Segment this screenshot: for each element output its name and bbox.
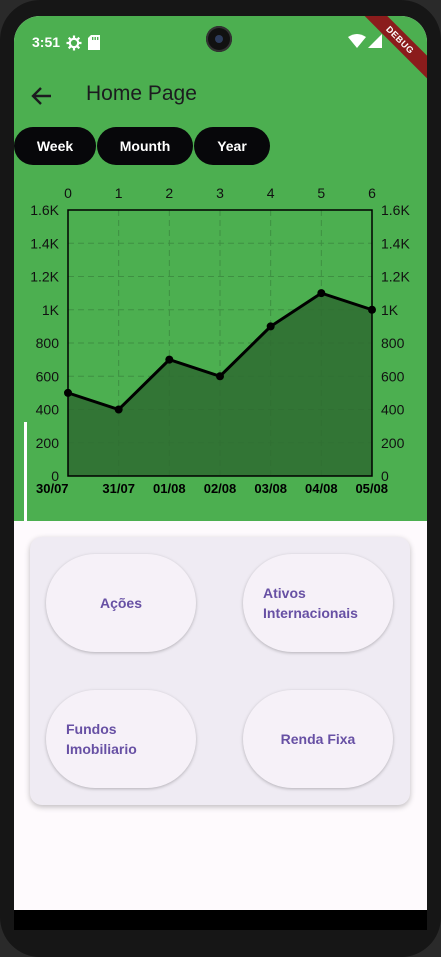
x-tick-label-bottom: 04/08 bbox=[305, 481, 338, 496]
scroll-indicator[interactable] bbox=[24, 422, 27, 521]
y-tick-label-left: 1.6K bbox=[30, 202, 59, 218]
x-tick-label-top: 4 bbox=[267, 185, 275, 201]
filter-week-button[interactable]: Week bbox=[14, 127, 96, 165]
x-tick-label-bottom: 31/07 bbox=[102, 481, 135, 496]
data-point bbox=[114, 405, 123, 414]
sd-card-icon bbox=[88, 35, 100, 50]
x-tick-label-top: 5 bbox=[317, 185, 325, 201]
x-tick-label-bottom: 30/07 bbox=[36, 481, 69, 496]
y-tick-label-left: 800 bbox=[36, 335, 60, 351]
data-point bbox=[165, 355, 174, 364]
y-tick-label-right: 1.2K bbox=[381, 269, 410, 285]
y-tick-label-left: 600 bbox=[36, 368, 60, 384]
x-tick-label-top: 6 bbox=[368, 185, 376, 201]
wifi-icon bbox=[348, 34, 366, 48]
app-bar: Home Page bbox=[14, 68, 427, 124]
x-tick-label-bottom: 03/08 bbox=[254, 481, 287, 496]
page-title: Home Page bbox=[86, 82, 197, 105]
renda-fixa-label: Renda Fixa bbox=[280, 731, 356, 747]
y-tick-label-right: 1.4K bbox=[381, 235, 410, 251]
acoes-label: Ações bbox=[99, 595, 143, 611]
investment-card: Ações Ativos Internacionais Fundos Imobi… bbox=[30, 537, 410, 805]
y-tick-label-left: 1K bbox=[42, 302, 60, 318]
x-tick-label-top: 3 bbox=[216, 185, 224, 201]
y-tick-label-left: 200 bbox=[36, 435, 60, 451]
y-tick-label-left: 0 bbox=[51, 468, 59, 484]
signal-icon bbox=[368, 34, 382, 48]
y-tick-label-right: 400 bbox=[381, 402, 405, 418]
y-tick-label-right: 1.6K bbox=[381, 202, 410, 218]
y-tick-label-right: 600 bbox=[381, 368, 405, 384]
filter-month-button[interactable]: Mounth bbox=[97, 127, 193, 165]
status-bar: 3:51 DEBUG bbox=[14, 16, 427, 85]
y-tick-label-right: 1K bbox=[381, 302, 399, 318]
screen: 3:51 DEBUG Home Page Week Moun bbox=[14, 16, 427, 930]
x-tick-label-bottom: 01/08 bbox=[153, 481, 186, 496]
y-tick-label-right: 200 bbox=[381, 435, 405, 451]
fundos-imobiliario-button[interactable]: Fundos Imobiliario bbox=[46, 690, 196, 788]
area-fill bbox=[68, 293, 372, 476]
y-tick-label-left: 400 bbox=[36, 402, 60, 418]
x-tick-label-top: 2 bbox=[165, 185, 173, 201]
front-camera bbox=[206, 26, 232, 52]
data-point bbox=[216, 372, 224, 381]
x-tick-label-top: 1 bbox=[115, 185, 123, 201]
area-chart: 0 0 200 200 400 400 600 600 800 800 1K 1K 1.2K 1.2K 1.… bbox=[30, 185, 410, 496]
renda-fixa-button[interactable]: Renda Fixa bbox=[243, 690, 393, 788]
settings-icon bbox=[66, 35, 82, 51]
back-arrow-icon[interactable] bbox=[28, 82, 56, 110]
filter-year-button[interactable]: Year bbox=[194, 127, 270, 165]
ativos-internacionais-button[interactable]: Ativos Internacionais bbox=[243, 554, 393, 652]
acoes-button[interactable]: Ações bbox=[46, 554, 196, 652]
x-tick-label-bottom: 02/08 bbox=[204, 481, 237, 496]
navigation-bar bbox=[14, 910, 427, 930]
y-tick-label-left: 1.4K bbox=[30, 235, 59, 251]
x-tick-label-bottom: 05/08 bbox=[355, 481, 388, 496]
ativos-internacionais-label: Ativos Internacionais bbox=[263, 585, 358, 621]
status-time: 3:51 bbox=[32, 34, 61, 50]
y-tick-label-right: 0 bbox=[381, 468, 389, 484]
y-tick-label-left: 1.2K bbox=[30, 269, 59, 285]
fundos-imobiliario-label: Fundos Imobiliario bbox=[66, 721, 137, 757]
y-tick-label-right: 800 bbox=[381, 335, 405, 351]
data-point bbox=[317, 289, 326, 298]
x-tick-label-top: 0 bbox=[64, 185, 72, 201]
plot-border bbox=[67, 209, 373, 477]
data-point bbox=[266, 322, 275, 331]
